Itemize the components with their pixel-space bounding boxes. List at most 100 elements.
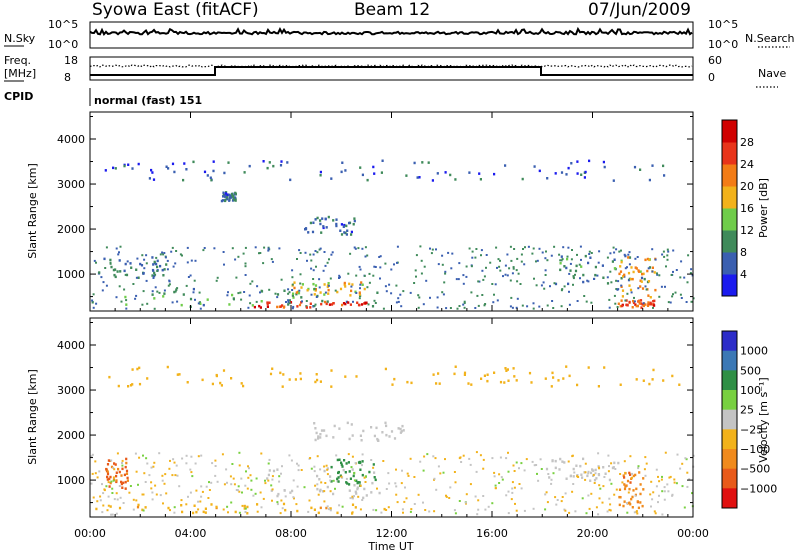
velocity-cell [565,477,568,480]
power-cell [455,278,458,281]
velocity-cell [631,472,634,475]
velocity-cell [319,380,322,383]
velocity-cell [323,429,326,432]
power-cell [222,195,225,198]
velocity-cell [513,375,516,378]
power-cell [492,301,495,304]
power-cell [313,305,316,308]
power-cell [100,276,103,279]
velocity-cell [108,375,111,379]
velocity-cell [111,513,114,516]
power-cell [199,307,202,310]
power-cell [124,262,127,266]
velocity-cell [409,457,412,460]
velocity-cell [329,475,332,478]
velocity-cell [329,490,332,493]
power-cell [363,287,366,291]
power-cell [594,273,597,277]
power-cell [390,268,393,271]
velocity-cell [486,379,489,383]
power-cell [248,164,251,168]
velocity-cell [660,478,663,481]
velocity-cell [544,493,547,496]
power-cell [621,304,624,308]
power-cell [521,304,524,307]
velocity-cell [514,502,516,505]
power-cell [658,274,661,277]
velocity-cell [176,373,179,376]
power-cell [315,265,317,268]
power-cell [624,267,627,270]
power-cell [300,286,303,289]
velocity-cell [445,494,447,497]
power-cell [649,301,652,305]
power-cell [251,304,254,307]
power-cell [593,277,596,280]
velocity-cell [115,492,118,495]
velocity-cell [197,500,200,503]
power-cell [613,267,616,270]
power-cell [359,166,362,169]
power-cell [575,264,578,268]
power-cell [631,277,634,281]
velocity-cell [205,485,208,488]
power-cell [620,277,623,280]
power-cell [589,256,592,259]
power-cell [457,278,460,281]
power-cell [153,274,156,278]
power-cell [610,281,613,284]
velocity-cell [137,483,139,486]
velocity-cell [608,497,611,500]
velocity-cell [99,495,102,498]
power-cell [462,282,465,285]
power-cell [109,262,112,265]
velocity-cell [231,463,234,465]
power-cell [115,296,118,299]
power-cell [120,300,123,303]
velocity-cell [685,458,688,461]
velocity-cell [453,471,456,473]
power-cell [291,269,294,272]
power-cell [632,299,635,303]
velocity-cell [110,480,113,483]
velocity-cell [608,478,611,482]
velocity-cell [115,471,118,474]
velocity-cell [444,458,446,461]
power-cell [366,254,369,257]
power-cell [295,292,298,296]
power-cell [283,289,286,292]
power-cell [312,269,315,272]
power-cell [95,261,97,264]
velocity-cell [122,481,125,485]
power-cell [351,283,354,286]
power-cell [532,302,535,305]
velocity-cell [278,480,281,483]
velocity-cell [111,487,114,490]
velocity-cell [652,368,655,372]
velocity-cell [297,469,300,472]
power-cell [546,304,549,307]
velocity-cell [409,510,412,513]
power-cell [672,293,674,296]
power-cell [359,283,362,286]
power-cell [554,282,558,286]
power-cell [463,302,466,304]
power-cell [638,302,641,305]
power-cell [496,299,499,302]
velocity-cell [480,377,483,380]
power-cell [567,282,570,286]
velocity-cell [323,469,326,473]
power-cell [344,285,347,288]
velocity-cell [197,455,200,458]
velocity-cell [329,479,332,482]
power-cell [197,302,200,305]
power-cell [373,265,376,268]
velocity-cell [637,467,640,470]
power-cell [666,254,669,257]
power-cell [653,299,656,303]
power-cell [511,272,514,275]
velocity-cell [246,505,249,509]
velocity-cell [108,477,111,481]
power-cell [319,219,322,222]
velocity-cell [351,468,354,471]
